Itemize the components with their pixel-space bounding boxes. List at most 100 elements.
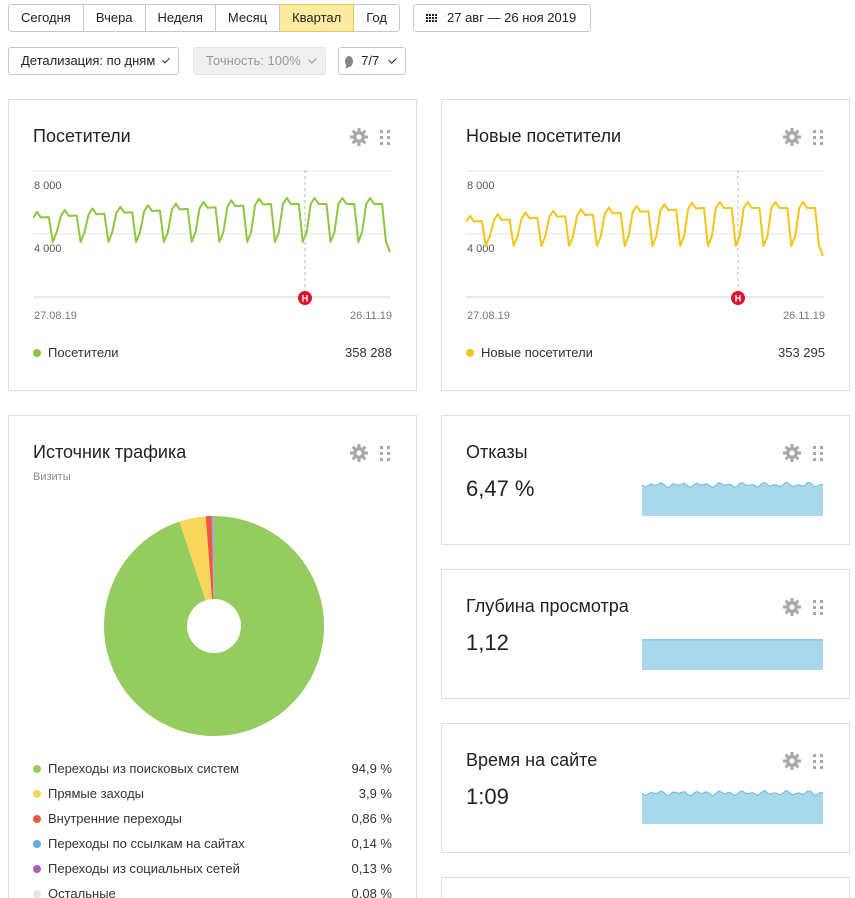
legend-dot [33, 765, 41, 773]
x-axis-start-label: 27.08.19 [34, 310, 77, 322]
legend-value: 3,9 % [358, 786, 392, 801]
legend-item[interactable]: Внутренние переходы 0,86 % [33, 811, 392, 827]
legend-value: 94,9 % [351, 761, 392, 776]
gear-icon[interactable] [350, 444, 368, 462]
page-depth-widget: Глубина просмотра 1,12 [441, 569, 850, 699]
widget-title: Посетители [33, 126, 131, 146]
series-line [33, 197, 391, 253]
pie-hole [187, 599, 241, 653]
metric-value: 1,12 [466, 630, 509, 655]
sparkline-area [642, 790, 823, 824]
accuracy-dropdown[interactable]: Точность: 100% [193, 47, 326, 75]
legend-dot [33, 865, 41, 873]
widget-title: Отказы [466, 442, 528, 462]
detail-dropdown[interactable]: Детализация: по дням [8, 47, 179, 75]
y-axis-mid-label: 4 000 [34, 243, 62, 255]
calendar-icon [426, 14, 437, 22]
legend-label: Переходы по ссылкам на сайтах [48, 836, 245, 851]
legend-value: 0,13 % [351, 861, 392, 876]
annotation-marker-label: Н [735, 294, 742, 304]
chevron-down-icon [308, 54, 317, 64]
period-month-button[interactable]: Месяц [215, 4, 281, 32]
pie-slice [212, 516, 214, 626]
next-widget [441, 877, 850, 898]
chevron-down-icon [162, 55, 170, 63]
detail-label: Детализация: по дням [21, 53, 156, 68]
period-quarter-button[interactable]: Квартал [280, 4, 355, 32]
visitors-widget: Посетители 8 000 4 000 Н 27.08.19 26.11.… [8, 99, 417, 391]
date-range-button[interactable]: 27 авг — 26 ноя 2019 [413, 4, 591, 32]
gear-icon[interactable] [350, 128, 368, 146]
drag-handle-icon[interactable] [380, 445, 390, 461]
legend-dot [33, 840, 41, 848]
period-today-button[interactable]: Сегодня [8, 4, 84, 32]
date-range-label: 27 авг — 26 ноя 2019 [447, 10, 577, 25]
sparkline-area [642, 482, 823, 516]
y-axis-top-label: 8 000 [34, 180, 62, 192]
new-visitors-line-chart: Н [466, 170, 824, 305]
annotations-dropdown[interactable]: 7/7 [338, 47, 406, 75]
bounce-sparkline [642, 481, 823, 516]
drag-handle-icon[interactable] [813, 599, 823, 615]
new-visitors-widget: Новые посетители 8 000 4 000 Н 27.08.19 … [441, 99, 850, 391]
period-selector: Сегодня Вчера Неделя Месяц Квартал Год [8, 4, 400, 32]
legend-label: Переходы из социальных сетей [48, 861, 240, 876]
legend-label: Прямые заходы [48, 786, 145, 801]
widget-title: Новые посетители [466, 126, 622, 146]
metric-value: 1:09 [466, 784, 509, 809]
legend-item: Новые посетители 353 295 [466, 345, 825, 361]
y-axis-mid-label: 4 000 [467, 243, 495, 255]
legend-value: 353 295 [778, 345, 825, 360]
widget-title: Глубина просмотра [466, 596, 629, 616]
traffic-source-widget: Источник трафика Визиты Переходы из поис… [8, 415, 417, 898]
pie-slice [213, 515, 214, 626]
legend-dot [33, 349, 41, 357]
legend-item[interactable]: Переходы из социальных сетей 0,13 % [33, 861, 392, 877]
x-axis-end-label: 26.11.19 [349, 310, 392, 322]
gear-icon[interactable] [783, 752, 801, 770]
drag-handle-icon[interactable] [813, 129, 823, 145]
legend-label: Посетители [48, 345, 119, 360]
legend-item[interactable]: Остальные 0,08 % [33, 886, 392, 898]
period-year-button[interactable]: Год [354, 4, 400, 32]
gear-icon[interactable] [783, 598, 801, 616]
widget-title: Время на сайте [466, 750, 598, 770]
legend-label: Остальные [48, 886, 116, 898]
metric-value: 6,47 % [466, 476, 535, 501]
annotation-marker-label: Н [302, 294, 309, 304]
drag-handle-icon[interactable] [813, 753, 823, 769]
drag-handle-icon[interactable] [380, 129, 390, 145]
legend-item[interactable]: Переходы по ссылкам на сайтах 0,14 % [33, 836, 392, 852]
legend-value: 0,86 % [351, 811, 392, 826]
sparkline-area [642, 639, 823, 670]
legend-item[interactable]: Переходы из поисковых систем 94,9 % [33, 761, 392, 777]
annotation-marker [298, 291, 312, 305]
time-on-site-widget: Время на сайте 1:09 [441, 723, 850, 853]
legend-item[interactable]: Прямые заходы 3,9 % [33, 786, 392, 802]
annotations-count: 7/7 [361, 53, 380, 68]
series-line [466, 201, 824, 257]
time-sparkline [642, 789, 823, 824]
chevron-down-icon [388, 54, 397, 64]
traffic-pie-chart [104, 515, 325, 736]
x-axis-end-label: 26.11.19 [782, 310, 825, 322]
legend-item: Посетители 358 288 [33, 345, 392, 361]
period-week-button[interactable]: Неделя [145, 4, 216, 32]
bounce-rate-widget: Отказы 6,47 % [441, 415, 850, 545]
sparkline-line [642, 481, 823, 489]
gear-icon[interactable] [783, 128, 801, 146]
x-axis-start-label: 27.08.19 [467, 310, 510, 322]
legend-value: 358 288 [345, 345, 392, 360]
widget-title: Источник трафика [33, 442, 187, 462]
pie-slice [179, 516, 214, 626]
legend-label: Переходы из поисковых систем [48, 761, 240, 776]
y-axis-top-label: 8 000 [467, 180, 495, 192]
period-yesterday-button[interactable]: Вчера [83, 4, 146, 32]
pie-slice [211, 516, 214, 626]
legend-label: Внутренние переходы [48, 811, 182, 826]
sparkline-line [642, 789, 823, 797]
gear-icon[interactable] [783, 444, 801, 462]
drag-handle-icon[interactable] [813, 445, 823, 461]
depth-sparkline [642, 639, 823, 670]
legend-dot [33, 890, 41, 898]
